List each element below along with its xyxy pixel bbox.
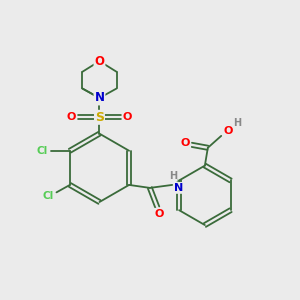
- Text: N: N: [174, 183, 183, 193]
- Text: O: O: [94, 55, 104, 68]
- Text: O: O: [181, 138, 190, 148]
- Text: Cl: Cl: [37, 146, 48, 156]
- Text: O: O: [67, 112, 76, 122]
- Text: H: H: [169, 171, 177, 181]
- Text: Cl: Cl: [43, 191, 54, 201]
- Text: O: O: [154, 209, 164, 219]
- Text: H: H: [233, 118, 242, 128]
- Text: O: O: [123, 112, 132, 122]
- Text: S: S: [95, 111, 104, 124]
- Text: O: O: [224, 126, 233, 136]
- Text: N: N: [94, 92, 104, 104]
